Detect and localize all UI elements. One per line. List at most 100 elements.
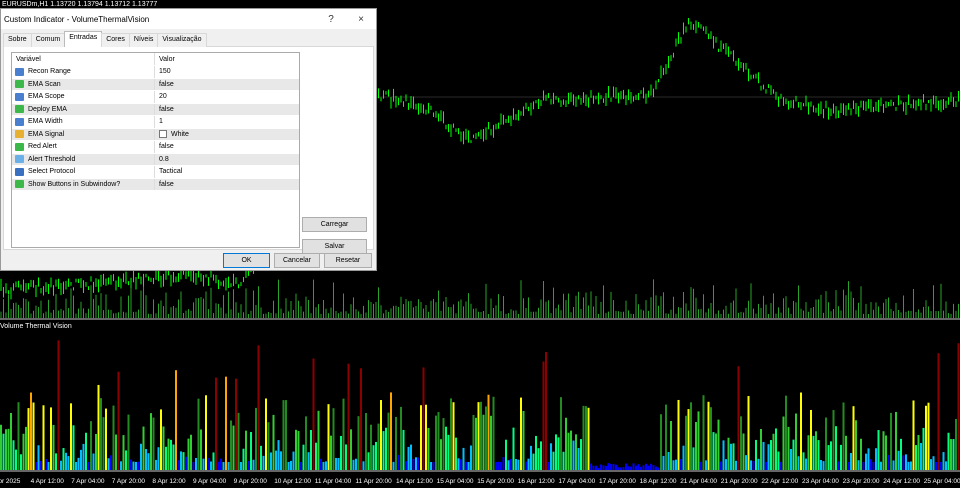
heat-bar — [22, 433, 25, 470]
heat-bar — [785, 395, 787, 470]
table-row[interactable]: Show Buttons in Subwindow? false — [12, 178, 299, 191]
heat-bar — [842, 402, 845, 470]
variable-cell: EMA Scan — [12, 78, 155, 90]
value-cell[interactable]: Tactical — [155, 168, 182, 175]
heat-bar — [355, 458, 357, 470]
ok-button[interactable]: OK — [223, 253, 270, 268]
heat-bar — [257, 345, 260, 470]
help-button[interactable]: ? — [328, 13, 334, 25]
heat-bar — [607, 463, 610, 470]
heat-bar — [447, 434, 450, 470]
tab-comum[interactable]: Comum — [30, 33, 66, 47]
heat-bar — [110, 455, 112, 470]
heat-bar — [787, 426, 790, 470]
variable-value: 1 — [159, 118, 163, 126]
heat-bar — [137, 461, 140, 470]
num-type-icon — [15, 92, 24, 101]
heat-bar — [880, 461, 882, 470]
color-swatch[interactable] — [159, 130, 167, 139]
heat-bar — [440, 439, 442, 470]
heat-bar — [577, 447, 580, 470]
value-cell[interactable]: false — [155, 81, 174, 88]
tab-níveis[interactable]: Níveis — [128, 33, 159, 47]
heat-bar — [560, 397, 562, 470]
value-cell[interactable]: false — [155, 143, 174, 150]
heat-bar — [567, 432, 570, 470]
table-row[interactable]: Deploy EMA false — [12, 103, 299, 116]
heat-bar — [85, 432, 87, 470]
heat-bar — [325, 461, 327, 470]
heat-bar — [340, 435, 342, 470]
heat-bar — [947, 432, 950, 470]
variable-value: false — [159, 105, 174, 113]
reset-button[interactable]: Resetar — [324, 253, 372, 268]
heat-bar — [825, 417, 827, 470]
heat-bar — [332, 408, 335, 470]
heat-bar — [587, 407, 590, 470]
heat-bar — [160, 409, 162, 470]
tab-cores[interactable]: Cores — [101, 33, 130, 47]
heat-bar — [770, 440, 772, 470]
subwindow-label: Volume Thermal Vision — [0, 323, 72, 330]
table-row[interactable]: Recon Range 150 — [12, 66, 299, 79]
value-cell[interactable]: 1 — [155, 118, 163, 125]
table-row[interactable]: EMA Width 1 — [12, 116, 299, 129]
heat-bar — [347, 363, 350, 470]
heat-bar — [15, 449, 17, 470]
value-cell[interactable]: false — [155, 181, 174, 188]
heat-bar — [910, 461, 912, 470]
table-row[interactable]: Red Alert false — [12, 141, 299, 154]
heat-bar — [875, 448, 877, 470]
value-cell[interactable]: false — [155, 106, 174, 113]
table-header: Variável Valor — [12, 53, 299, 66]
heat-bar — [547, 462, 550, 470]
save-button[interactable]: Salvar — [302, 239, 367, 254]
heat-bar — [270, 452, 272, 470]
heat-bar — [420, 405, 422, 470]
heat-bar — [760, 428, 762, 470]
heat-bar — [552, 451, 555, 470]
heat-bar — [682, 445, 685, 470]
heat-bar — [217, 461, 220, 470]
inputs-table: Variável Valor Recon Range 150 EMA Scan fal… — [11, 52, 300, 248]
cancel-button[interactable]: Cancelar — [274, 253, 320, 268]
heat-bar — [380, 400, 382, 470]
value-cell[interactable]: 0.8 — [155, 156, 169, 163]
heat-bar — [525, 461, 527, 470]
heat-bar — [260, 445, 262, 470]
value-cell[interactable]: White — [155, 130, 189, 139]
heat-bar — [830, 441, 832, 470]
heat-bar — [105, 408, 107, 470]
heat-bar — [315, 442, 317, 470]
heat-bar — [817, 440, 820, 470]
heat-bar — [602, 465, 605, 470]
heat-bar — [780, 461, 782, 470]
heat-bar — [150, 413, 152, 470]
tab-visualização[interactable]: Visualização — [157, 33, 207, 47]
variable-name: Alert Threshold — [28, 155, 76, 163]
heat-bar — [297, 430, 300, 470]
value-cell[interactable]: 150 — [155, 68, 171, 75]
table-row[interactable]: Alert Threshold 0.8 — [12, 153, 299, 166]
table-row[interactable]: Select Protocol Tactical — [12, 166, 299, 179]
table-row[interactable]: EMA Scope 20 — [12, 91, 299, 104]
load-button[interactable]: Carregar — [302, 217, 367, 232]
heat-bar — [937, 353, 940, 470]
heat-bar — [605, 465, 607, 470]
tab-sobre[interactable]: Sobre — [3, 33, 32, 47]
value-cell[interactable]: 20 — [155, 93, 167, 100]
table-row[interactable]: EMA Signal White — [12, 128, 299, 141]
heat-bar — [30, 392, 32, 470]
tab-entradas[interactable]: Entradas — [64, 31, 103, 47]
heat-bar — [345, 444, 347, 470]
heat-bar — [655, 466, 657, 470]
heat-bar — [907, 461, 910, 470]
heat-bar — [532, 453, 535, 470]
heat-bar — [395, 416, 397, 470]
close-button[interactable]: × — [358, 13, 364, 25]
table-row[interactable]: EMA Scan false — [12, 78, 299, 91]
heat-bar — [397, 455, 400, 470]
heat-bar — [170, 439, 172, 470]
heat-bar — [492, 396, 495, 470]
